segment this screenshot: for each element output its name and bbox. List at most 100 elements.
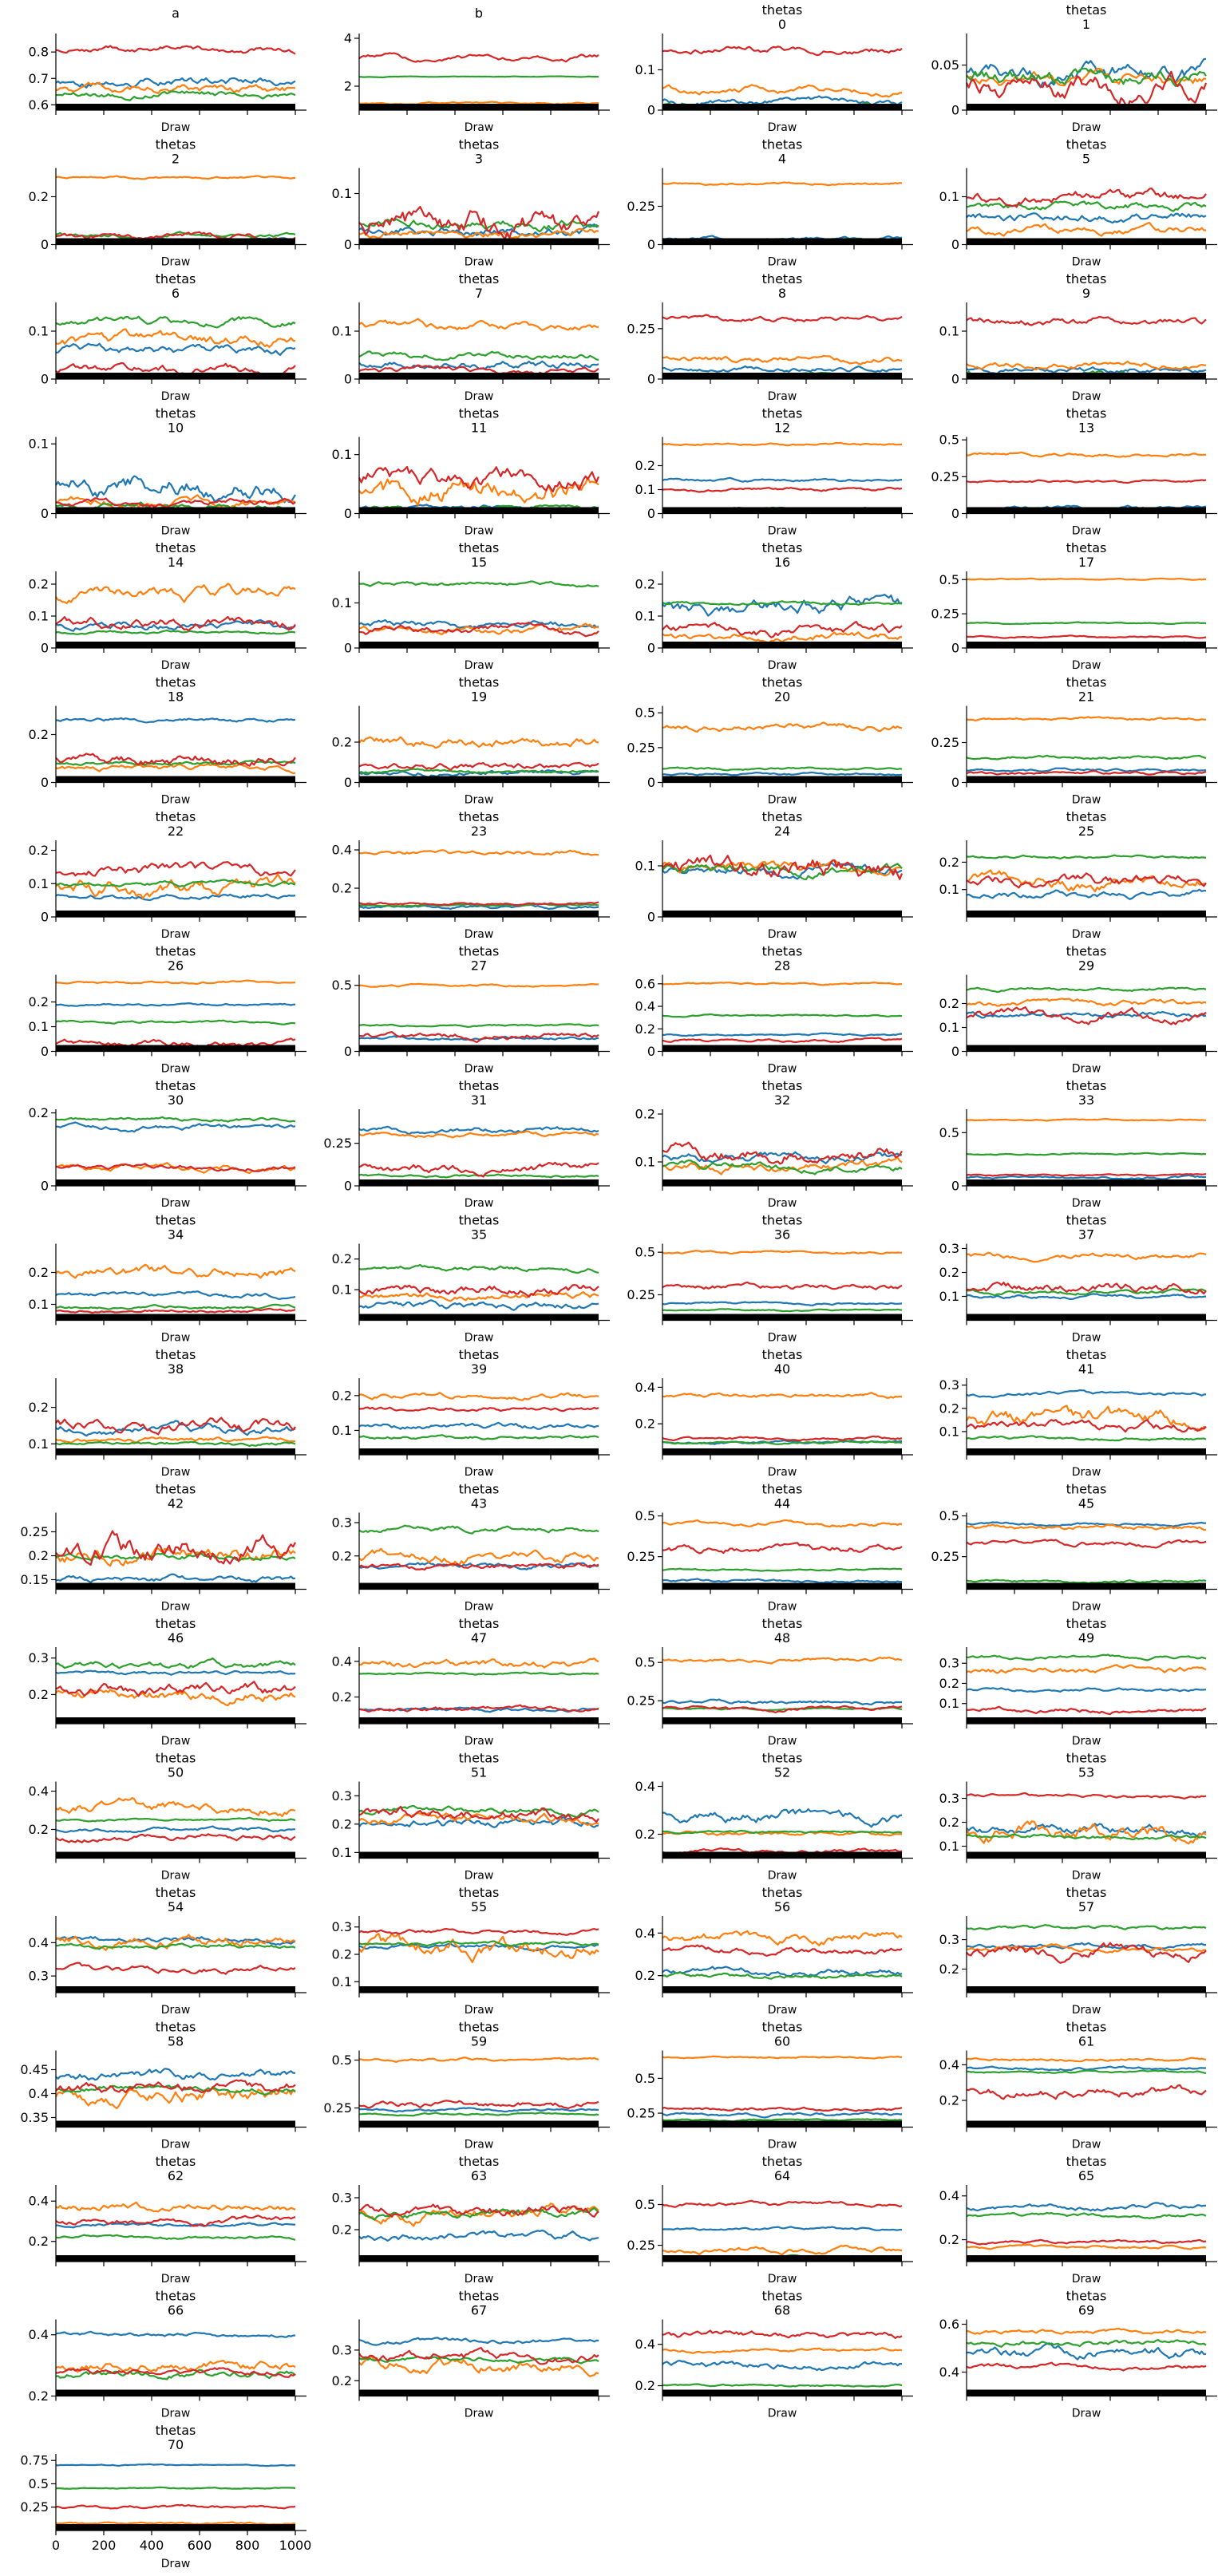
- trace-line-chain-0: [55, 2068, 295, 2081]
- y-tick-label: 0.25: [627, 2106, 655, 2121]
- panel-title-index: 29: [1078, 958, 1094, 974]
- trace-line-chain-3: [966, 1942, 1207, 1964]
- x-axis-label: Draw: [768, 659, 797, 672]
- x-axis-label: Draw: [161, 256, 191, 269]
- panel-title-prefix: thetas: [459, 675, 500, 690]
- y-tick-label: 0.2: [332, 734, 352, 749]
- rug-strip: [56, 911, 295, 917]
- panel-title-index: 64: [774, 2168, 790, 2183]
- trace-line-chain-0: [358, 1942, 599, 1952]
- panel-title-index: 7: [475, 286, 483, 301]
- panel-title-prefix: thetas: [762, 271, 803, 286]
- panel-title-prefix: thetas: [459, 2020, 500, 2035]
- x-axis-label: Draw: [768, 1870, 797, 1883]
- y-tick-label: 0.3: [29, 1650, 49, 1665]
- panel-title-prefix: thetas: [1066, 2289, 1107, 2304]
- trace-line-chain-1: [966, 1251, 1207, 1263]
- y-tick-label: 0.3: [939, 1377, 959, 1393]
- y-tick-label: 0: [647, 910, 655, 925]
- trace-line-chain-1: [966, 1664, 1207, 1674]
- trace-line-chain-3: [662, 2329, 903, 2339]
- x-axis-label: Draw: [1072, 928, 1101, 941]
- trace-line-chain-3: [358, 1704, 599, 1713]
- trace-line-chain-2: [662, 2118, 903, 2123]
- panel-title-index: 27: [471, 958, 487, 974]
- rug-strip: [359, 2120, 599, 2128]
- panel-title-prefix: thetas: [459, 1078, 500, 1093]
- panel-title-prefix: thetas: [156, 1885, 196, 1900]
- panel-title-prefix: thetas: [156, 675, 196, 690]
- y-tick-label: 0.25: [931, 735, 959, 750]
- y-tick-label: 0.1: [29, 1019, 49, 1034]
- trace-line-chain-1: [55, 1689, 296, 1707]
- y-tick-label: 0.2: [29, 577, 49, 592]
- rug-strip: [56, 373, 295, 379]
- trace-line-chain-0: [55, 2463, 295, 2467]
- rug-strip: [359, 1314, 599, 1321]
- trace-line-chain-2: [55, 1303, 296, 1310]
- panel-title-prefix: thetas: [156, 1078, 196, 1093]
- panel-title-prefix: thetas: [156, 2020, 196, 2035]
- x-axis-label: Draw: [161, 2139, 191, 2151]
- trace-line-chain-3: [662, 1705, 903, 1713]
- y-tick-label: 0.4: [939, 2057, 959, 2072]
- y-tick-label: 0.1: [635, 609, 655, 624]
- y-tick-label: 0.25: [323, 2100, 352, 2116]
- x-axis-label: Draw: [768, 2004, 797, 2017]
- panel-title-prefix: thetas: [762, 2289, 803, 2304]
- panel-title-index: 44: [774, 1496, 790, 1511]
- rug-strip: [56, 2120, 295, 2128]
- y-tick-label: 0.25: [20, 1524, 49, 1539]
- y-tick-label: 0.2: [29, 2388, 49, 2404]
- trace-line-chain-3: [55, 1681, 296, 1697]
- trace-line-chain-3: [358, 52, 599, 63]
- trace-line-chain-1: [662, 2055, 903, 2060]
- x-axis-label: Draw: [465, 1870, 494, 1883]
- trace-line-chain-1: [55, 81, 296, 94]
- trace-line-chain-3: [55, 615, 296, 632]
- trace-line-chain-2: [662, 1567, 903, 1572]
- y-tick-label: 0: [951, 372, 959, 387]
- rug-strip: [662, 373, 902, 379]
- trace-line-chain-3: [55, 2214, 296, 2227]
- trace-line-chain-2: [966, 754, 1207, 761]
- rug-strip: [662, 1851, 902, 1859]
- y-tick-label: 0.1: [332, 1282, 352, 1298]
- trace-line-chain-2: [55, 760, 296, 766]
- rug-strip: [967, 2255, 1206, 2262]
- y-tick-label: 0.25: [627, 321, 655, 336]
- rug-strip: [662, 1314, 902, 1321]
- trace-line-chain-0: [55, 1002, 296, 1007]
- trace-line-chain-2: [55, 90, 296, 101]
- y-tick-label: 0: [951, 1044, 959, 1059]
- rug-strip: [662, 1986, 902, 1993]
- trace-line-chain-0: [358, 1421, 599, 1430]
- y-tick-label: 0.2: [939, 1815, 959, 1830]
- y-tick-label: 0.1: [29, 876, 49, 891]
- trace-line-chain-0: [662, 593, 903, 617]
- trace-line-chain-1: [55, 2521, 296, 2526]
- panel-title-index: 46: [168, 1630, 184, 1646]
- x-axis-label: Draw: [161, 1332, 191, 1345]
- y-tick-label: 0.2: [332, 881, 352, 896]
- y-tick-label: 0.5: [635, 2071, 655, 2086]
- y-tick-label: 0.2: [635, 1021, 655, 1037]
- panel-title-index: 6: [172, 286, 180, 301]
- panel-title-prefix: thetas: [156, 2289, 196, 2304]
- panel-title-prefix: thetas: [156, 137, 196, 152]
- panel-title-prefix: thetas: [459, 540, 500, 555]
- y-tick-label: 0.2: [29, 1265, 49, 1280]
- y-tick-label: 0.4: [332, 843, 352, 858]
